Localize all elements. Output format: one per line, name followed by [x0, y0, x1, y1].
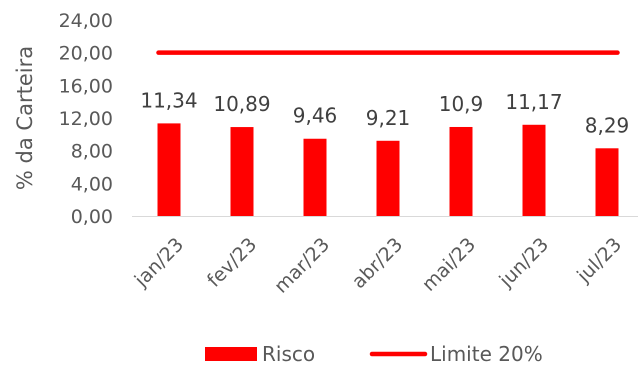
data-label: 11,34: [140, 88, 197, 112]
y-axis-title: % da Carteira: [13, 46, 37, 190]
data-label: 10,89: [213, 92, 270, 116]
data-label: 8,29: [585, 113, 630, 137]
category-label: mai/23: [418, 234, 480, 296]
legend-label-risco: Risco: [262, 342, 315, 366]
category-label: jul/23: [572, 234, 626, 288]
bar-risco: [449, 126, 473, 216]
data-label: 11,17: [505, 90, 562, 114]
bars: [157, 123, 619, 216]
y-axis-ticks: 0,00 4,00 8,00 12,00 16,00 20,00 24,00: [59, 10, 113, 228]
legend-label-limite: Limite 20%: [430, 342, 543, 366]
category-label: jun/23: [494, 234, 553, 293]
category-labels: jan/23 fev/23 mar/23 abr/23 mai/23 jun/23 jul/…: [130, 234, 626, 298]
bar-risco: [522, 124, 546, 216]
category-label: jan/23: [130, 234, 188, 292]
y-tick-label: 12,00: [59, 108, 113, 130]
y-tick-label: 4,00: [71, 173, 113, 195]
y-tick-label: 0,00: [71, 206, 113, 228]
y-tick-label: 20,00: [59, 43, 113, 65]
data-labels: 11,34 10,89 9,46 9,21 10,9 11,17 8,29: [140, 88, 629, 137]
y-tick-label: 8,00: [71, 141, 113, 163]
category-label: abr/23: [348, 234, 407, 293]
bar-risco: [157, 123, 181, 216]
category-label: fev/23: [203, 234, 261, 292]
bar-risco: [376, 140, 400, 216]
bar-risco: [303, 138, 327, 216]
legend-swatch-risco: [205, 347, 257, 361]
y-tick-label: 16,00: [59, 75, 113, 97]
y-tick-label: 24,00: [59, 10, 113, 32]
category-label: mar/23: [270, 234, 334, 298]
data-label: 10,9: [439, 92, 484, 116]
bar-risco: [230, 127, 254, 216]
bar-risco: [595, 148, 619, 216]
data-label: 9,21: [366, 106, 411, 130]
legend: Risco Limite 20%: [205, 342, 543, 366]
data-label: 9,46: [293, 104, 338, 128]
